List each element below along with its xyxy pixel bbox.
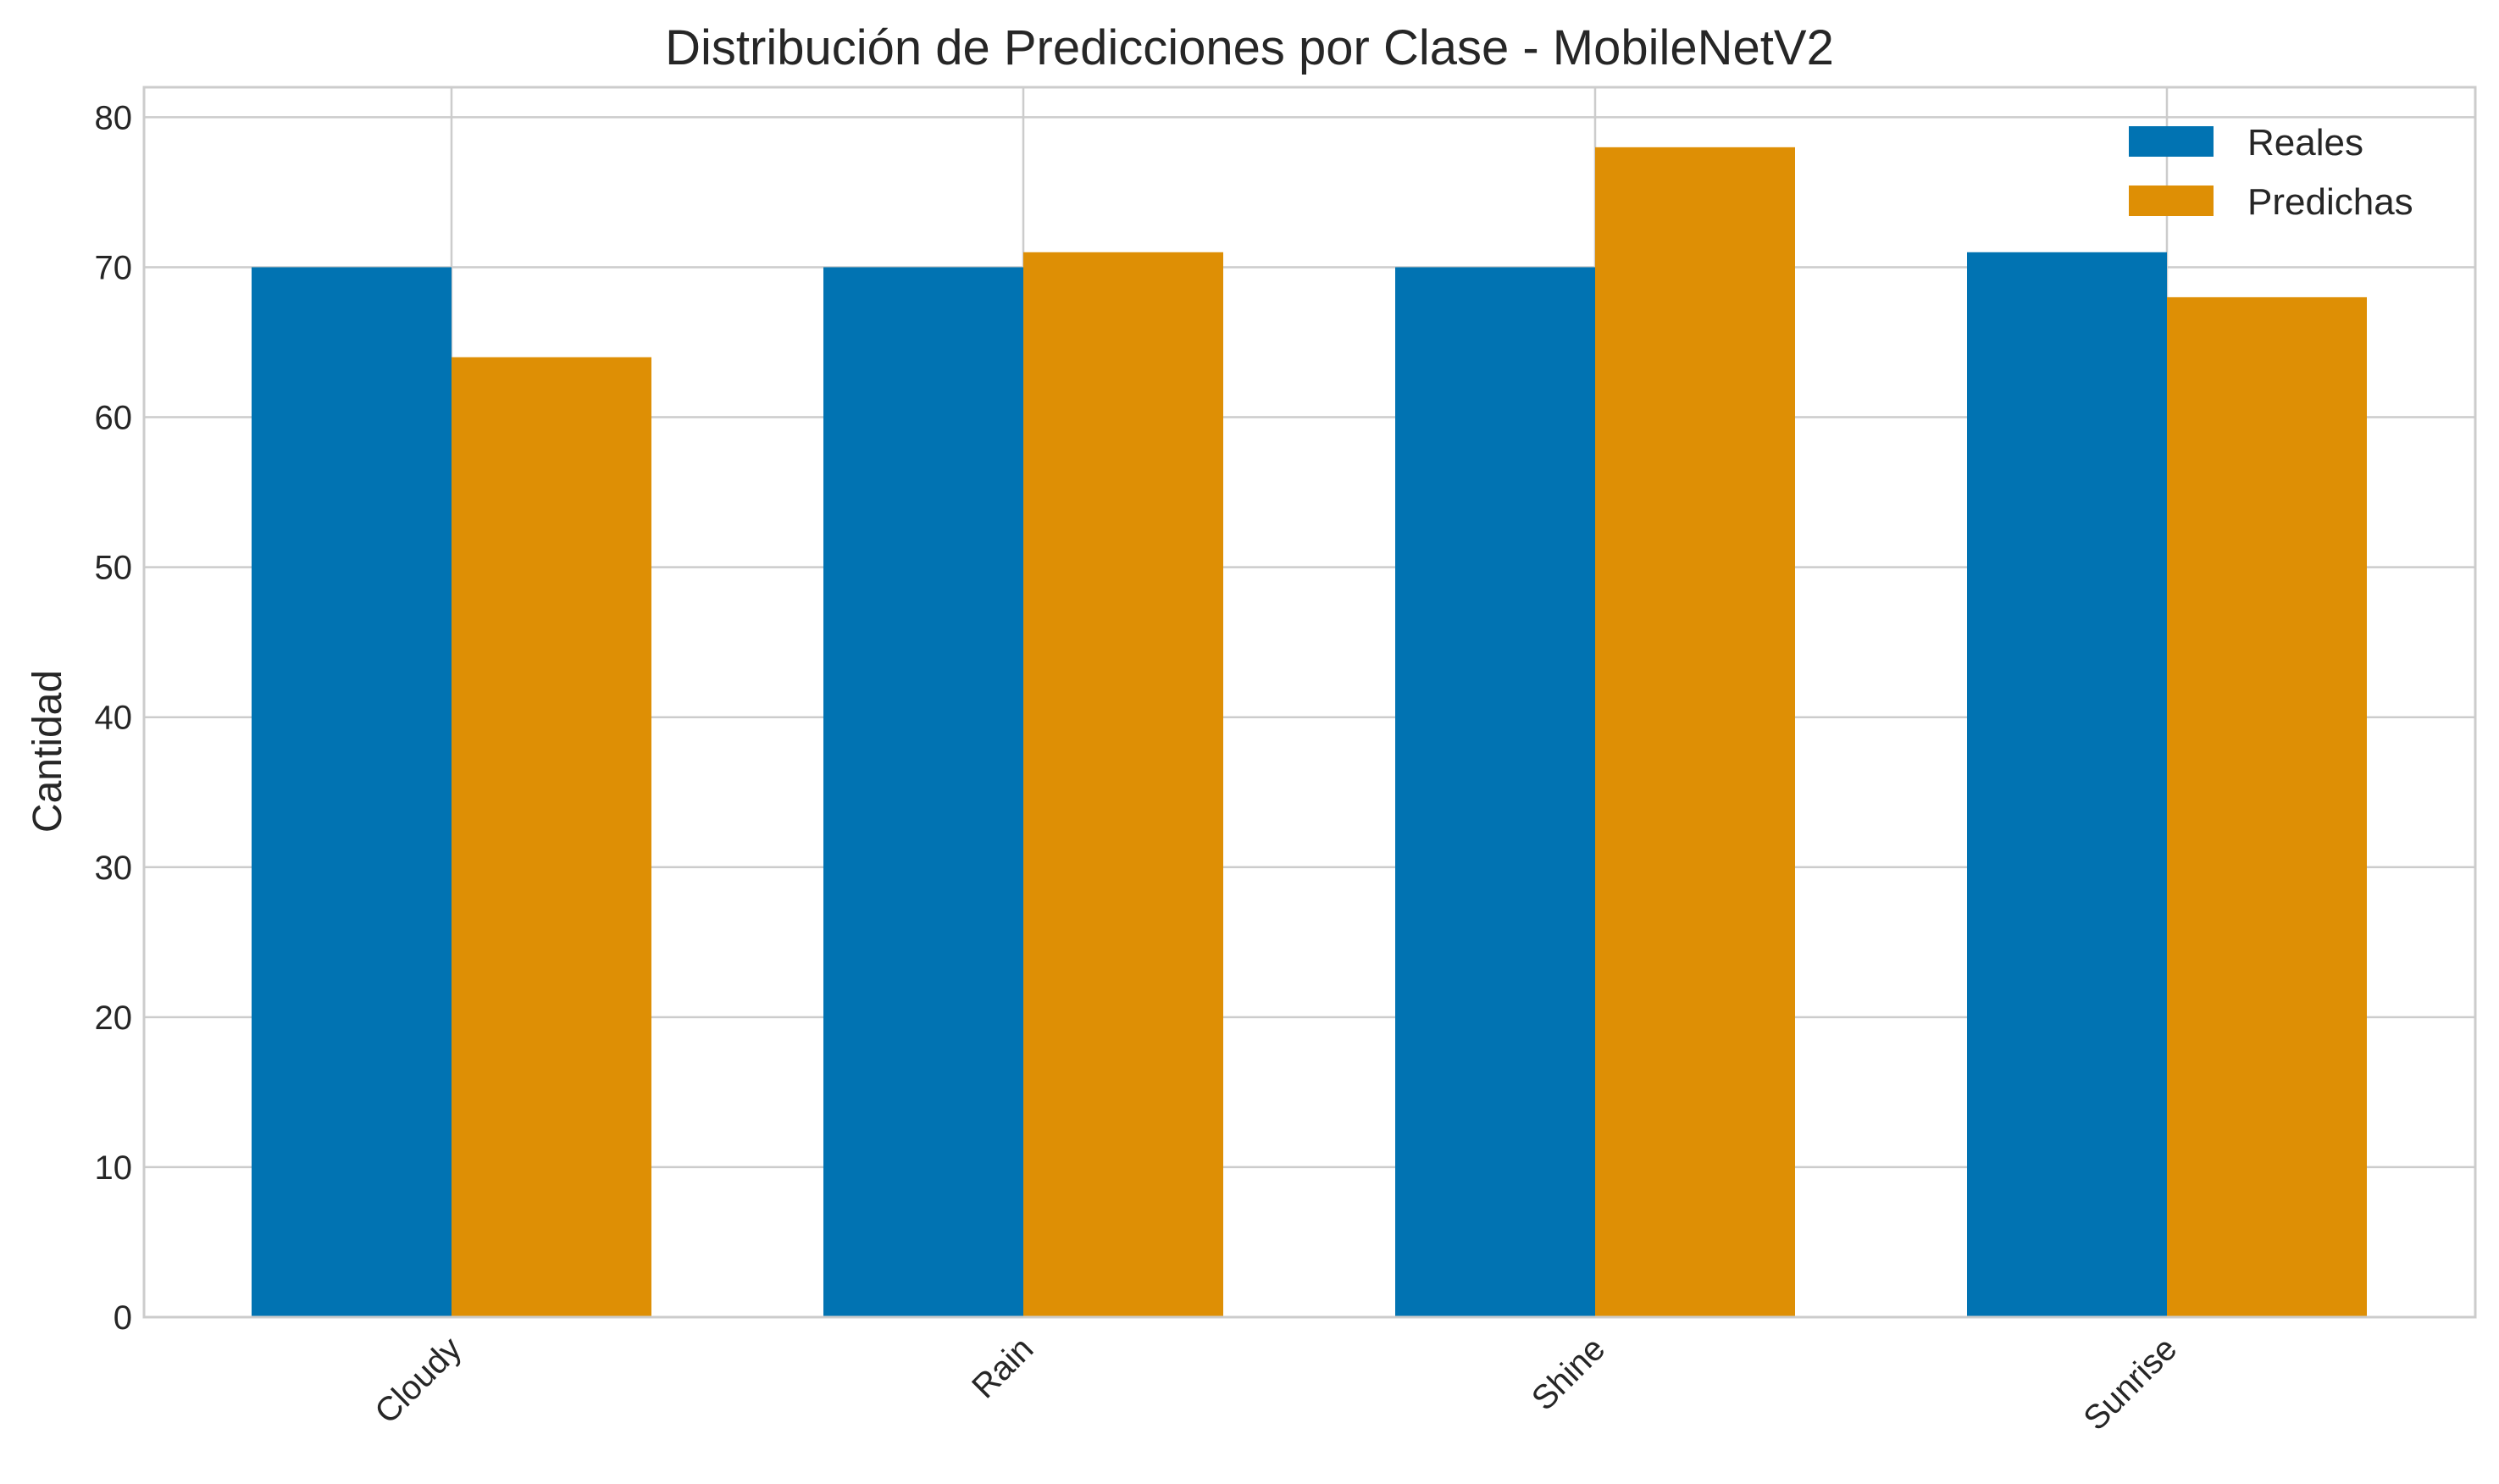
legend-label-predichas: Predichas — [2247, 181, 2413, 223]
y-tick-label: 40 — [95, 700, 133, 737]
y-tick-label: 10 — [95, 1149, 133, 1187]
y-tick-label: 30 — [95, 850, 133, 887]
bar-predichas-cloudy — [452, 357, 651, 1318]
bar-reales-cloudy — [252, 267, 452, 1317]
bar-reales-shine — [1395, 267, 1595, 1317]
bar-predichas-sunrise — [2167, 296, 2367, 1317]
y-tick-labels: 0 10 20 30 40 50 60 70 80 — [95, 99, 133, 1337]
legend-swatch-reales — [2129, 126, 2214, 157]
y-tick-label: 60 — [95, 400, 133, 437]
bar-reales-rain — [823, 267, 1023, 1317]
legend-label-reales: Reales — [2247, 122, 2363, 163]
y-tick-label: 50 — [95, 550, 133, 587]
bar-predichas-rain — [1023, 252, 1223, 1317]
y-tick-label: 80 — [95, 99, 133, 136]
legend-swatch-predichas — [2129, 186, 2214, 216]
y-tick-label: 20 — [95, 999, 133, 1037]
plot-frame — [142, 86, 2477, 1319]
y-tick-label: 0 — [114, 1299, 132, 1337]
chart-title: Distribución de Predicciones por Clase -… — [665, 20, 1834, 75]
bars — [252, 147, 2367, 1318]
bar-reales-sunrise — [1967, 252, 2167, 1317]
bar-predichas-shine — [1595, 147, 1795, 1318]
legend: Reales Predichas — [2129, 122, 2413, 223]
y-axis-label: Cantidad — [25, 670, 70, 833]
y-tick-label: 70 — [95, 249, 133, 286]
